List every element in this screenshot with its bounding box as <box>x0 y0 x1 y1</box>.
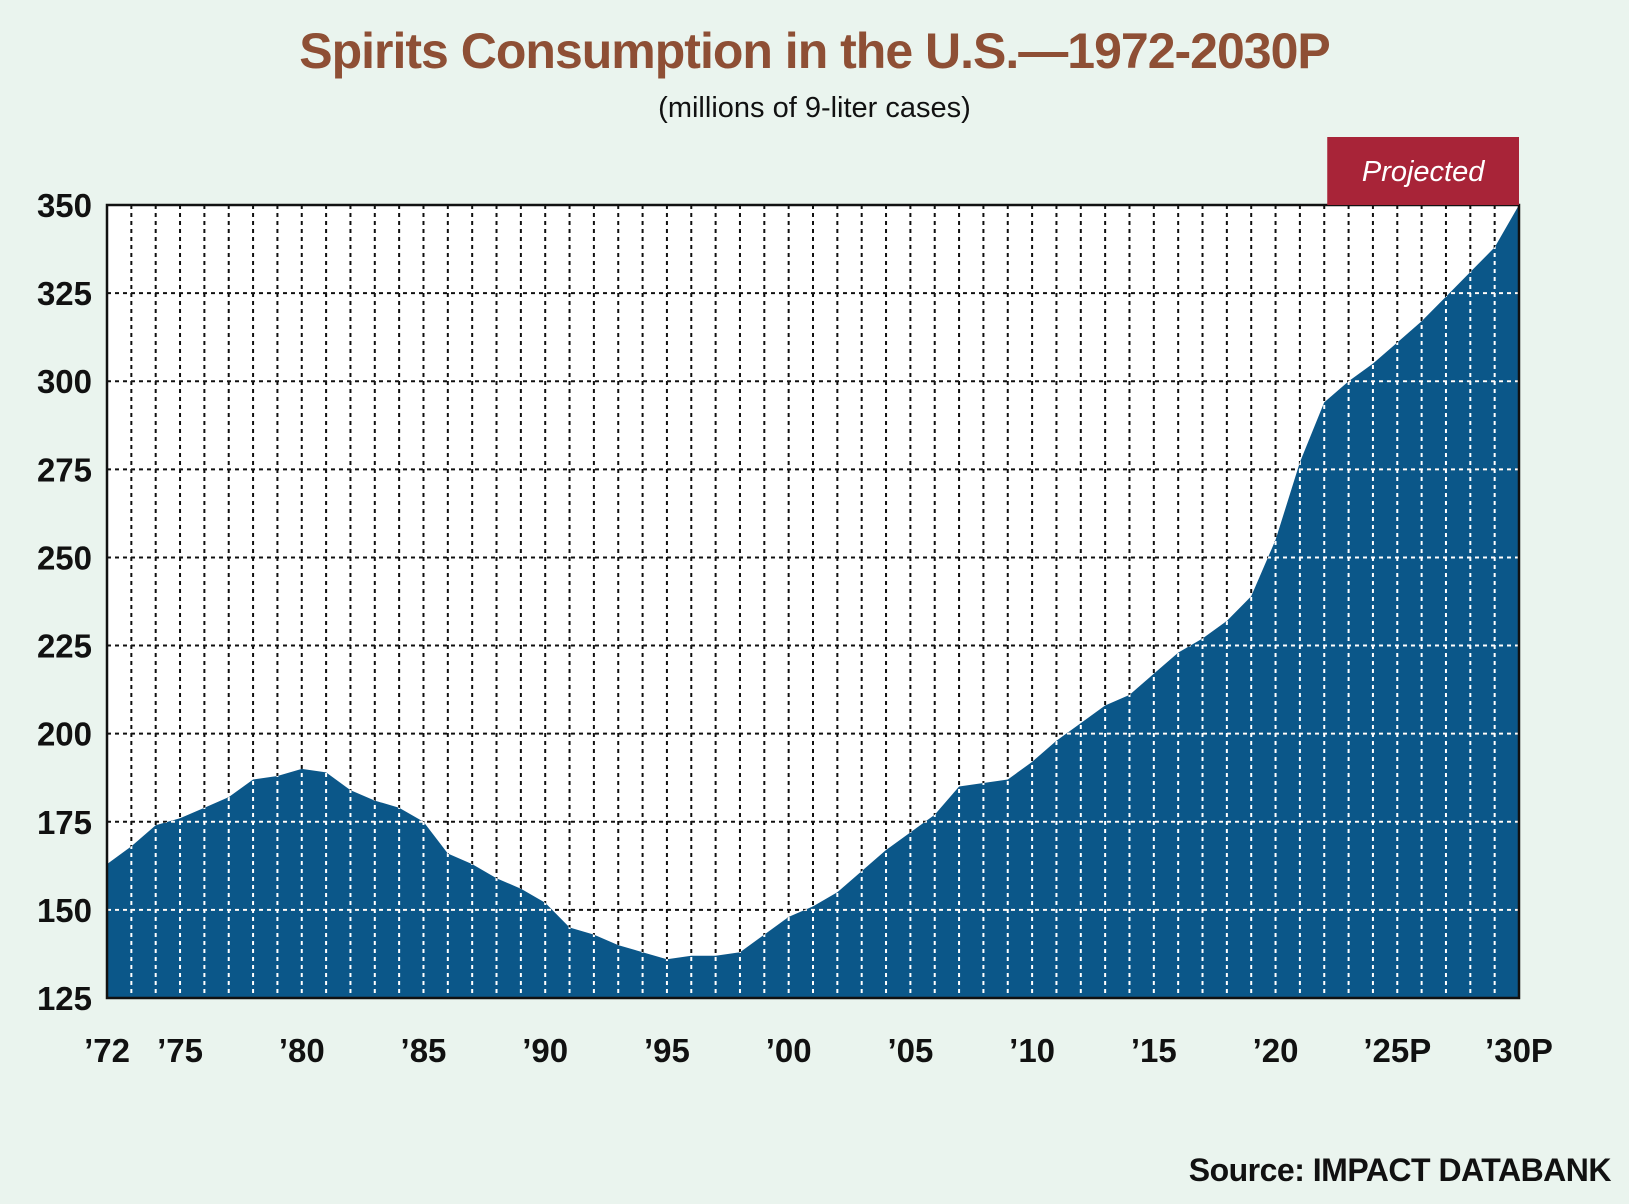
x-axis-ticks: ’72 ’75 ’80 ’85 ’90 ’95 ’00 ’05 ’10 ’15 ’20 ’25P ’30… <box>84 1032 1553 1069</box>
horizontal-gridlines <box>107 205 1519 998</box>
x-tick-label: ’05 <box>887 1032 933 1069</box>
y-tick-label: 225 <box>37 628 92 665</box>
y-axis-ticks: 125 150 175 200 225 250 275 300 325 350 <box>37 187 92 1017</box>
x-tick-label: ’30P <box>1485 1032 1553 1069</box>
x-tick-label: ’25P <box>1363 1032 1431 1069</box>
x-tick-label: ’20 <box>1253 1032 1299 1069</box>
x-tick-label: ’95 <box>644 1032 690 1069</box>
projected-badge: Projected <box>1327 137 1519 205</box>
x-tick-label: ’80 <box>279 1032 325 1069</box>
projected-label: Projected <box>1362 156 1485 188</box>
y-tick-label: 200 <box>37 716 92 753</box>
y-tick-label: 150 <box>37 892 92 929</box>
consumption-area <box>107 205 1519 998</box>
projected-badge-background <box>1327 137 1519 205</box>
chart-title: Spirits Consumption in the U.S.—1972-203… <box>299 23 1330 79</box>
y-tick-label: 300 <box>37 363 92 400</box>
x-tick-label: ’90 <box>522 1032 568 1069</box>
y-tick-label: 125 <box>37 980 92 1017</box>
y-tick-label: 275 <box>37 451 92 488</box>
chart-subtitle: (millions of 9-liter cases) <box>658 92 971 124</box>
y-tick-label: 350 <box>37 187 92 224</box>
y-tick-label: 325 <box>37 275 92 312</box>
plot-frame <box>105 203 1521 1000</box>
x-tick-label: ’75 <box>157 1032 203 1069</box>
y-tick-label: 175 <box>37 804 92 841</box>
x-tick-label: ’15 <box>1131 1032 1177 1069</box>
x-tick-label: ’85 <box>401 1032 447 1069</box>
x-tick-label: ’10 <box>1009 1032 1055 1069</box>
x-tick-label: ’72 <box>84 1032 130 1069</box>
source-note: Source: IMPACT DATABANK <box>1188 1152 1612 1188</box>
x-tick-label: ’00 <box>766 1032 812 1069</box>
y-tick-label: 250 <box>37 539 92 576</box>
